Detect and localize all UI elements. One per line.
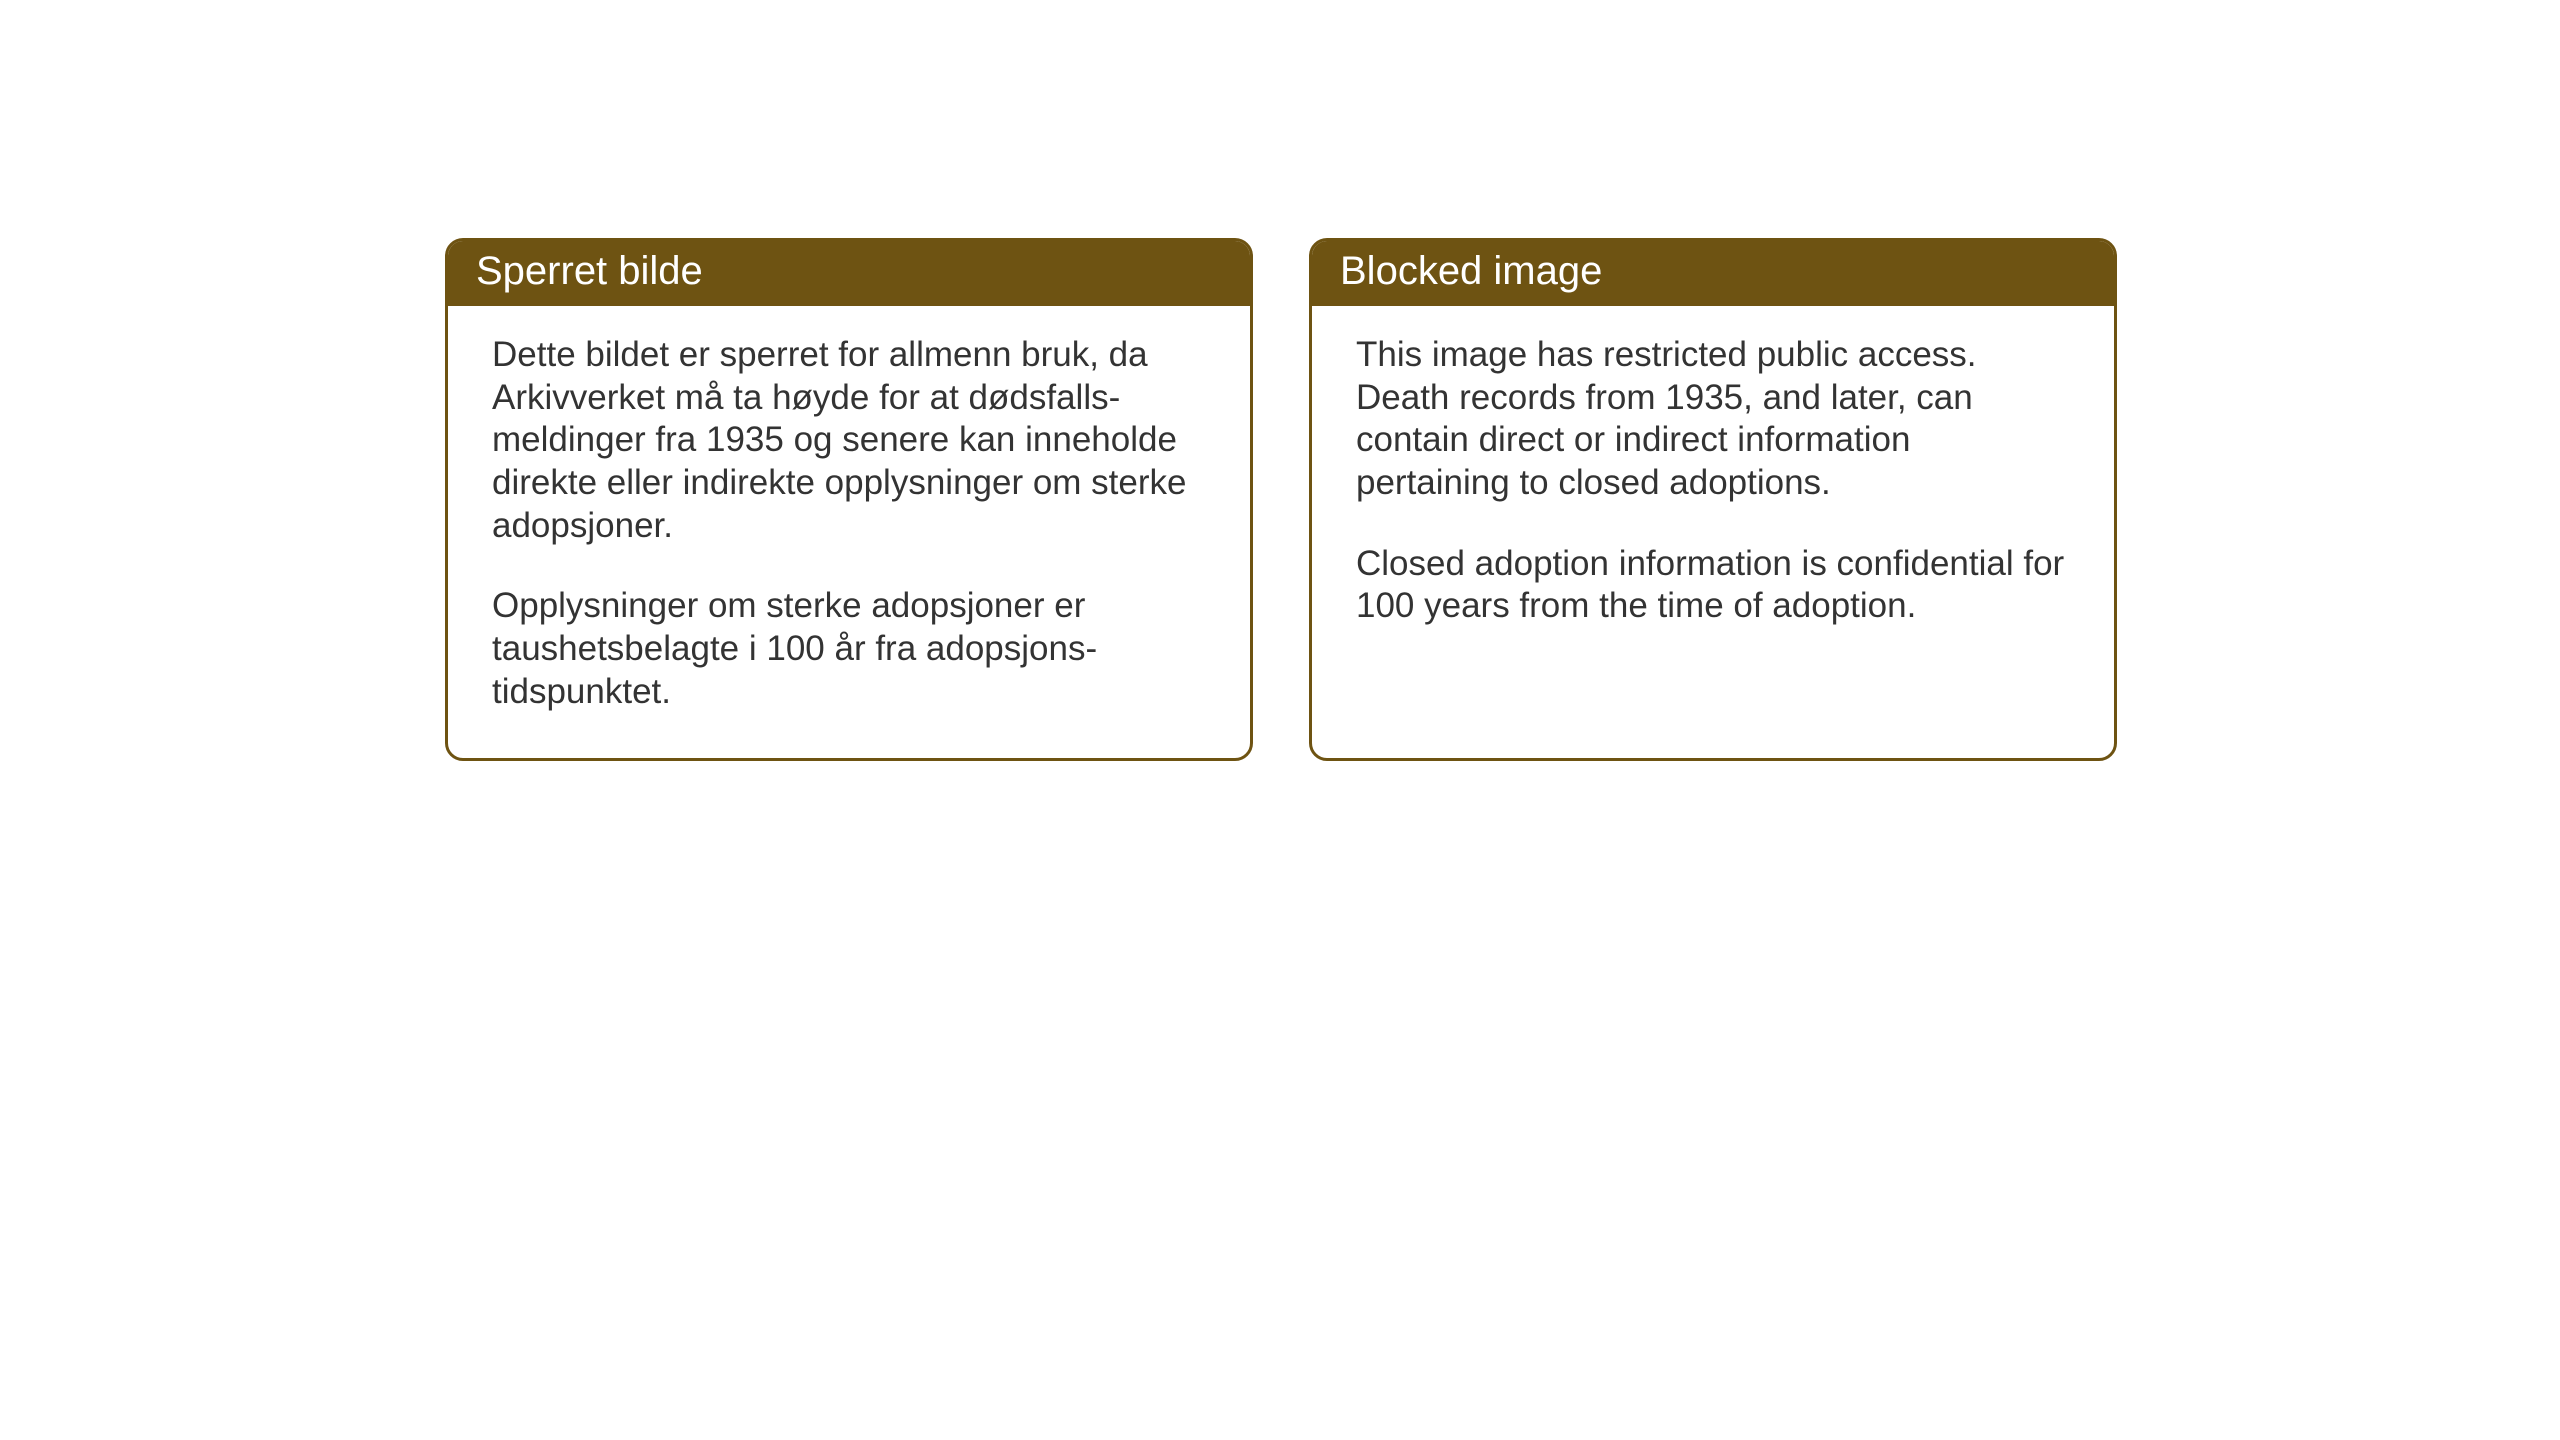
card-header-norwegian: Sperret bilde [448,241,1250,306]
card-paragraph-english-2: Closed adoption information is confident… [1356,543,2070,628]
info-card-norwegian: Sperret bilde Dette bildet er sperret fo… [445,238,1253,761]
card-body-norwegian: Dette bildet er sperret for allmenn bruk… [448,306,1250,758]
card-header-english: Blocked image [1312,241,2114,306]
card-paragraph-english-1: This image has restricted public access.… [1356,334,2070,505]
info-card-english: Blocked image This image has restricted … [1309,238,2117,761]
info-cards-container: Sperret bilde Dette bildet er sperret fo… [445,238,2117,761]
card-title-english: Blocked image [1340,249,1602,293]
card-paragraph-norwegian-2: Opplysninger om sterke adopsjoner er tau… [492,585,1206,713]
card-body-english: This image has restricted public access.… [1312,306,2114,672]
card-title-norwegian: Sperret bilde [476,249,703,293]
card-paragraph-norwegian-1: Dette bildet er sperret for allmenn bruk… [492,334,1206,547]
